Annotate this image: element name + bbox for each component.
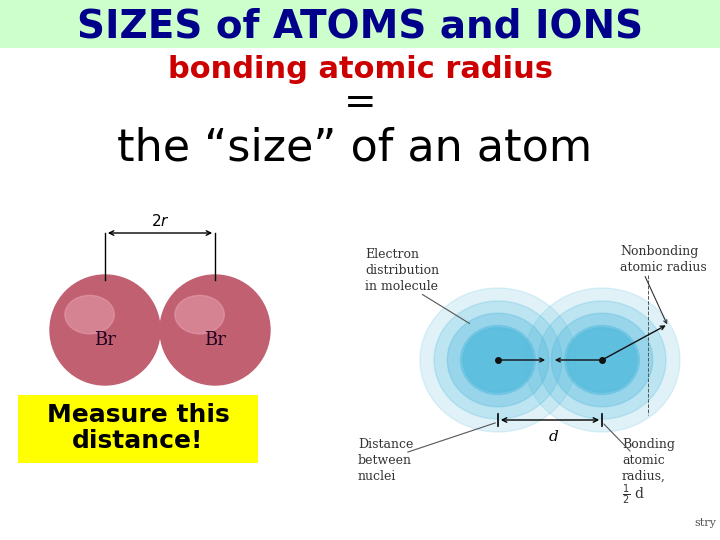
Ellipse shape <box>463 328 533 393</box>
Ellipse shape <box>567 328 637 393</box>
Text: =: = <box>343 84 377 122</box>
Text: the “size” of an atom: the “size” of an atom <box>117 126 593 170</box>
Ellipse shape <box>447 313 549 407</box>
Text: Electron
distribution
in molecule: Electron distribution in molecule <box>365 248 439 293</box>
Ellipse shape <box>420 288 576 432</box>
Text: $2r$: $2r$ <box>150 213 169 229</box>
Text: Br: Br <box>94 331 116 349</box>
Bar <box>18 395 258 463</box>
Ellipse shape <box>461 326 536 395</box>
Text: Measure this: Measure this <box>47 403 230 427</box>
Text: bonding atomic radius: bonding atomic radius <box>168 56 552 84</box>
Text: stry: stry <box>694 518 716 528</box>
Ellipse shape <box>175 295 225 334</box>
Text: Distance
between
nuclei: Distance between nuclei <box>358 438 413 483</box>
Text: Bonding
atomic
radius,: Bonding atomic radius, <box>622 438 675 483</box>
Ellipse shape <box>50 275 160 385</box>
Text: Nonbonding
atomic radius: Nonbonding atomic radius <box>620 245 707 274</box>
Text: Br: Br <box>204 331 226 349</box>
Ellipse shape <box>65 295 114 334</box>
Ellipse shape <box>524 288 680 432</box>
Bar <box>0 0 720 48</box>
Text: distance!: distance! <box>72 429 204 453</box>
Ellipse shape <box>564 326 639 395</box>
Text: $\frac{1}{2}$ d: $\frac{1}{2}$ d <box>622 483 645 508</box>
Ellipse shape <box>160 275 270 385</box>
Text: d: d <box>549 430 559 444</box>
Text: SIZES of ATOMS and IONS: SIZES of ATOMS and IONS <box>77 7 643 45</box>
Ellipse shape <box>552 313 653 407</box>
Ellipse shape <box>538 301 666 419</box>
Ellipse shape <box>434 301 562 419</box>
